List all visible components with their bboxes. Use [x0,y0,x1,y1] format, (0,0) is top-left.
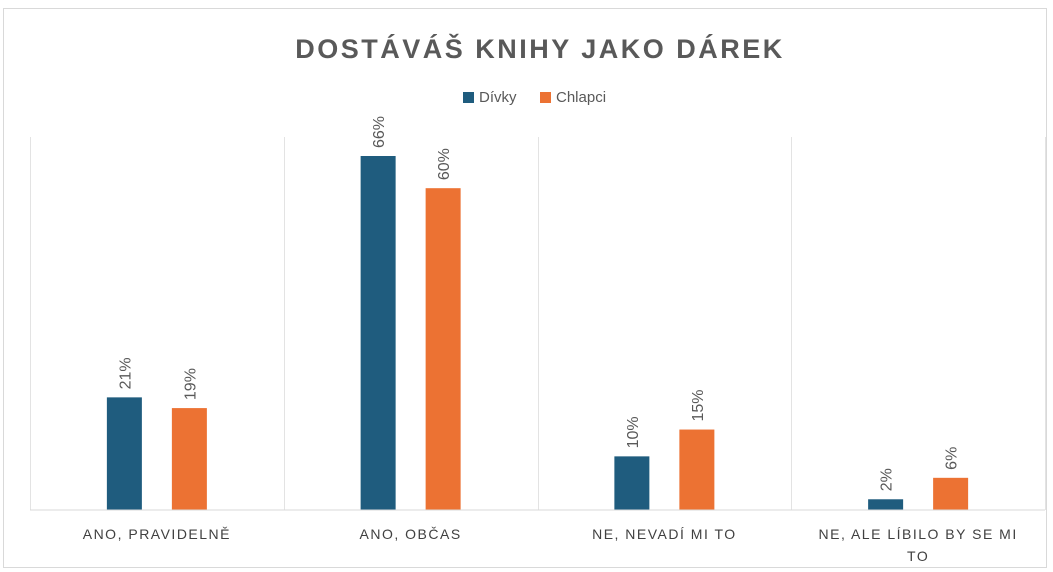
data-label-0-2: 10% [625,416,642,448]
data-label-1-2: 15% [690,390,707,422]
legend-label-0: Dívky [479,89,517,106]
bar-1-1 [425,188,461,510]
data-label-1-1: 60% [436,148,453,180]
data-labels: 21% 19% 66% 60% 10% 15% 2% 6% [117,116,960,491]
bar-1-3 [933,477,969,510]
bars [106,156,969,510]
category-separators [30,137,1046,510]
chart-title: DOSTÁVÁŠ KNIHY JAKO DÁREK [295,33,785,64]
data-label-0-3: 2% [879,468,896,491]
bar-0-2 [614,456,650,510]
category-labels: ANO, PRAVIDELNĚ ANO, OBČAS NE, NEVADÍ MI T… [83,526,1018,564]
bar-1-2 [679,429,715,510]
bar-1-0 [171,408,207,510]
category-label-0: ANO, PRAVIDELNĚ [83,526,231,542]
data-label-1-3: 6% [944,447,961,470]
category-label-1: ANO, OBČAS [360,526,462,542]
legend-label-1: Chlapci [556,89,606,106]
legend-swatch-1 [540,92,551,103]
bar-0-0 [106,397,142,510]
data-label-0-0: 21% [117,357,134,389]
bar-0-1 [360,156,396,510]
data-label-0-1: 66% [371,116,388,148]
category-label-3: TO [907,548,929,564]
legend-swatch-0 [463,92,474,103]
legend: Dívky Chlapci [463,89,606,106]
category-label-2: NE, NEVADÍ MI TO [592,526,737,542]
bar-0-3 [868,499,904,510]
category-label-3: NE, ALE LÍBILO BY SE MI [819,526,1018,542]
data-label-1-0: 19% [182,368,199,400]
